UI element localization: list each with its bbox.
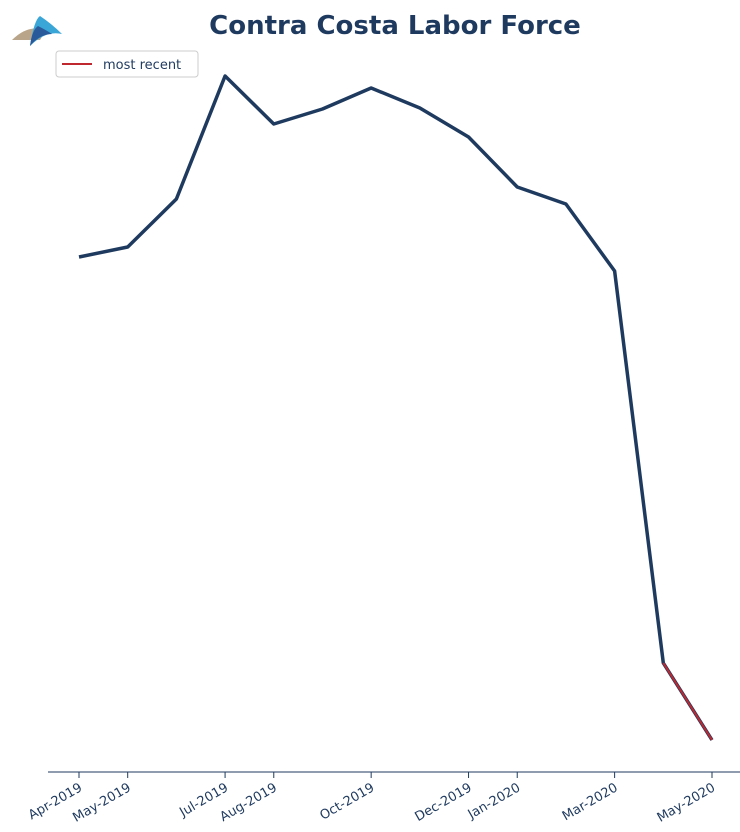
legend: most recent bbox=[55, 50, 199, 78]
x-tick-label: Jan-2020 bbox=[465, 780, 523, 822]
logo bbox=[12, 16, 62, 46]
x-tick-label: Oct-2019 bbox=[317, 780, 377, 823]
line bbox=[78, 74, 714, 741]
chart-title: Contra Costa Labor Force bbox=[209, 11, 581, 41]
legend-box bbox=[55, 50, 199, 78]
x-tick-label: Mar-2020 bbox=[560, 780, 621, 824]
highlight-line bbox=[662, 662, 713, 741]
x-tick-label: Dec-2019 bbox=[413, 780, 475, 824]
x-tick-label: May-2020 bbox=[655, 780, 718, 825]
legend-label: most recent bbox=[103, 58, 181, 73]
